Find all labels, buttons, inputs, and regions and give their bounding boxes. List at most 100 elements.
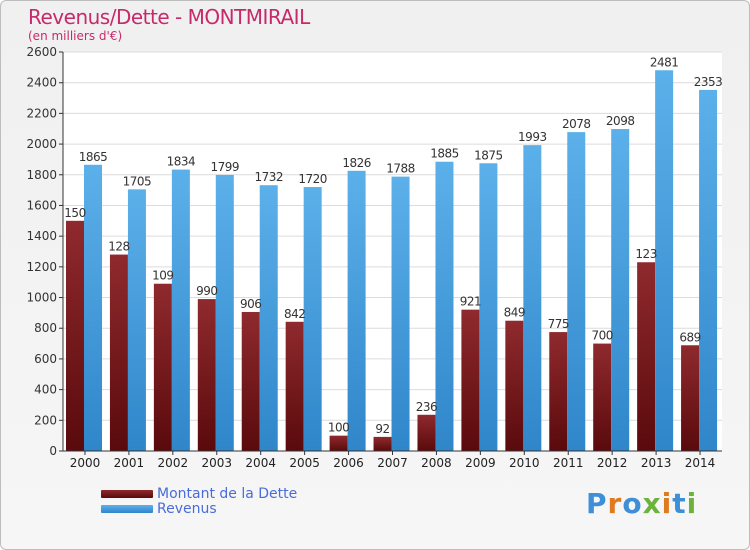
- x-tick-label: 2008: [421, 456, 452, 470]
- bar-dette: [549, 332, 568, 451]
- bar-dette: [66, 220, 84, 451]
- bar-revenus: [567, 132, 586, 451]
- x-tick-label: 2007: [377, 456, 408, 470]
- bar-revenus: [655, 70, 674, 451]
- bar-dette: [681, 345, 700, 451]
- legend-swatch-revenus: [101, 505, 153, 513]
- data-label: 921: [460, 295, 481, 309]
- logo-letter: o: [622, 487, 643, 520]
- data-label: 109: [152, 269, 173, 283]
- bar-dette: [153, 283, 172, 451]
- x-tick-label: 2014: [685, 456, 716, 470]
- data-label: 700: [591, 329, 612, 343]
- bar-dette: [329, 435, 348, 451]
- bar-revenus: [699, 89, 718, 451]
- bar-dette: [109, 254, 128, 451]
- bar-dette: [461, 309, 480, 451]
- bar-dette: [637, 262, 656, 451]
- logo-letter: x: [642, 487, 662, 520]
- data-label: 1865: [79, 150, 108, 164]
- bar-dette: [593, 343, 612, 451]
- bar-dette: [417, 414, 436, 451]
- bar-dette: [373, 436, 392, 451]
- y-tick-label: 0: [49, 444, 57, 458]
- legend-swatch-dette: [101, 490, 153, 498]
- x-tick-label: 2003: [201, 456, 232, 470]
- data-label: 842: [284, 307, 305, 321]
- bar-dette: [241, 311, 260, 451]
- data-label: 1885: [430, 147, 459, 161]
- data-label: 2353: [694, 75, 723, 89]
- y-tick-label: 1000: [26, 291, 57, 305]
- logo-letter: t: [672, 487, 687, 520]
- data-label: 1705: [123, 174, 152, 188]
- bar-revenus: [347, 170, 366, 451]
- data-label: 150: [64, 206, 85, 220]
- bar-revenus: [84, 164, 102, 451]
- bar-dette: [505, 320, 524, 451]
- bar-dette: [197, 299, 216, 451]
- logo-letter: r: [607, 487, 623, 520]
- y-tick-label: 200: [34, 413, 57, 427]
- y-tick-label: 1600: [26, 198, 57, 212]
- data-label: 2481: [650, 55, 679, 69]
- y-tick-label: 600: [34, 352, 57, 366]
- data-label: 128: [108, 240, 129, 254]
- y-tick-label: 400: [34, 383, 57, 397]
- logo-letter: i: [686, 487, 698, 520]
- data-label: 123: [635, 247, 656, 261]
- y-tick-label: 2600: [26, 45, 57, 59]
- x-tick-label: 2001: [114, 456, 145, 470]
- bar-revenus: [391, 176, 410, 451]
- x-tick-label: 2006: [333, 456, 364, 470]
- bar-revenus: [171, 169, 190, 451]
- y-tick-label: 800: [34, 321, 57, 335]
- data-label: 1732: [254, 170, 283, 184]
- data-label: 92: [375, 422, 389, 436]
- bar-revenus: [611, 129, 630, 451]
- y-tick-label: 1800: [26, 168, 57, 182]
- data-label: 2078: [562, 117, 591, 131]
- legend-label-dette: Montant de la Dette: [157, 486, 298, 502]
- data-label: 100: [328, 421, 349, 435]
- y-tick-label: 2400: [26, 76, 57, 90]
- y-tick-label: 1200: [26, 260, 57, 274]
- x-tick-label: 2005: [289, 456, 320, 470]
- y-tick-label: 2200: [26, 106, 57, 120]
- y-tick-label: 2000: [26, 137, 57, 151]
- data-label: 849: [504, 306, 525, 320]
- x-tick-label: 2009: [465, 456, 496, 470]
- data-label: 906: [240, 297, 261, 311]
- data-label: 236: [416, 400, 437, 414]
- legend-label-revenus: Revenus: [157, 501, 217, 517]
- bar-revenus: [259, 185, 278, 451]
- data-label: 1788: [386, 162, 415, 176]
- data-label: 1720: [298, 172, 327, 186]
- bar-revenus: [215, 174, 234, 451]
- data-label: 2098: [606, 114, 635, 128]
- x-tick-label: 2002: [158, 456, 189, 470]
- data-label: 1834: [167, 155, 196, 169]
- x-tick-label: 2004: [245, 456, 276, 470]
- data-label: 1799: [211, 160, 240, 174]
- logo-letter: i: [661, 487, 673, 520]
- bar-dette: [285, 321, 304, 451]
- data-label: 1826: [342, 156, 371, 170]
- bar-revenus: [523, 145, 542, 451]
- x-tick-label: 2010: [509, 456, 540, 470]
- chart-subtitle: (en milliers d'€): [28, 29, 123, 43]
- logo-letter: P: [586, 487, 608, 520]
- data-label: 775: [548, 317, 569, 331]
- bar-revenus: [479, 163, 498, 451]
- chart-title: Revenus/Dette - MONTMIRAIL: [28, 5, 310, 29]
- x-tick-label: 2000: [70, 456, 101, 470]
- proxiti-logo: Proxiti: [586, 487, 697, 520]
- data-label: 990: [196, 284, 217, 298]
- bar-revenus: [303, 187, 322, 452]
- x-tick-label: 2012: [597, 456, 628, 470]
- x-tick-label: 2013: [641, 456, 672, 470]
- data-label: 1875: [474, 148, 503, 162]
- x-tick-label: 2011: [553, 456, 584, 470]
- bar-chart: 150 1865 128 1705 109 1834 990 1799 906 1732 842 17…: [26, 45, 723, 470]
